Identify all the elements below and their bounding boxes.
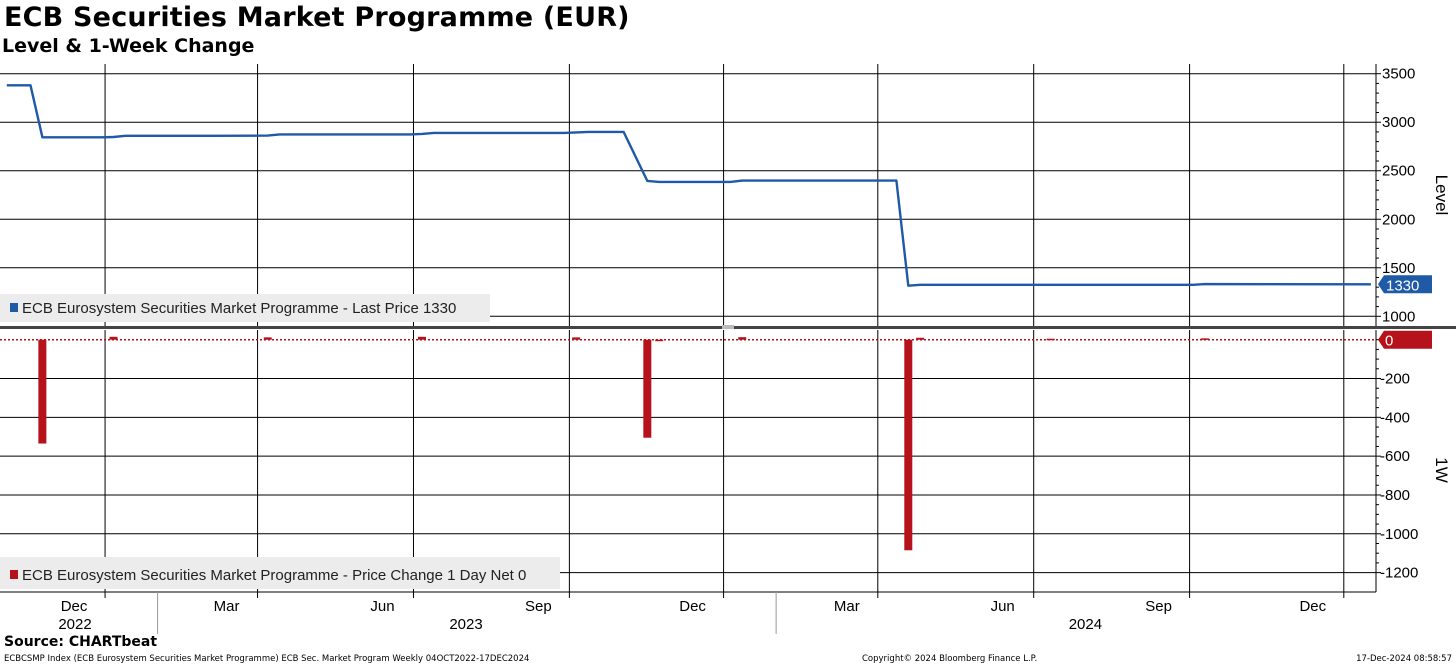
y-tick-label-bottom: -400 [1380, 409, 1410, 426]
x-tick-label: Dec [1299, 598, 1326, 615]
y-tick-label-bottom: -600 [1380, 448, 1410, 465]
change-bar [417, 336, 426, 340]
legend-box-change [0, 557, 560, 589]
x-tick-label: Jun [991, 598, 1015, 615]
y-tick-label-top: 1500 [1382, 260, 1415, 277]
bottom-panel-grid [0, 330, 1376, 592]
y-axis-title-change: 1W [1432, 457, 1451, 483]
x-tick-label: Sep [525, 598, 552, 615]
change-bars [38, 336, 1209, 551]
y-tick-label-bottom: -200 [1380, 371, 1410, 388]
top-panel-grid [0, 64, 1376, 326]
footer-description: ECBCSMP Index (ECB Eurosystem Securities… [4, 654, 530, 664]
change-bar [643, 339, 652, 438]
y-tick-label-bottom: -800 [1380, 487, 1410, 504]
legends: ECB Eurosystem Securities Market Program… [0, 294, 560, 589]
change-bar [38, 339, 47, 444]
y-tick-label-top: 3500 [1382, 66, 1415, 83]
change-bar [904, 339, 913, 551]
change-bar [1046, 338, 1055, 341]
y-tick-label-top: 2000 [1382, 211, 1415, 228]
year-label: 2022 [58, 616, 91, 633]
change-bar [655, 339, 664, 342]
change-bar [1200, 338, 1209, 340]
y-tick-label-top: 1000 [1382, 308, 1415, 325]
chart-title: ECB Securities Market Programme (EUR) [4, 2, 630, 33]
footer-copyright: Copyright© 2024 Bloomberg Finance L.P. [862, 654, 1038, 664]
legend-text-change: ECB Eurosystem Securities Market Program… [22, 567, 526, 584]
x-tick-label: Dec [679, 598, 706, 615]
x-tick-label: Mar [214, 598, 240, 615]
y-tick-label-top: 2500 [1382, 163, 1415, 180]
y-tick-label-bottom: -1000 [1380, 526, 1418, 543]
legend-swatch-level [10, 303, 18, 312]
change-bar [916, 337, 925, 340]
last-value-label-change: 0 [1385, 333, 1393, 350]
x-tick-label: Sep [1145, 598, 1172, 615]
last-value-badge-level [1378, 275, 1432, 294]
x-tick-label: Mar [834, 598, 860, 615]
level-series-line [6, 84, 1371, 287]
x-tick-label: Dec [61, 598, 88, 615]
chart-subtitle: Level & 1-Week Change [2, 35, 255, 57]
year-label: 2024 [1069, 616, 1102, 633]
x-tick-label: Jun [370, 598, 394, 615]
source-note: Source: CHARTbeat [4, 634, 158, 650]
change-bar [738, 337, 747, 340]
y-axis-title-level: Level [1432, 175, 1451, 216]
footer-timestamp: 17-Dec-2024 08:58:57 [1356, 654, 1452, 664]
last-value-badge-change [1378, 330, 1432, 349]
change-bar [109, 336, 118, 340]
legend-text-level: ECB Eurosystem Securities Market Program… [22, 300, 456, 317]
change-bar [263, 337, 272, 340]
last-value-label-level: 1330 [1386, 277, 1419, 294]
axes: Dec Mar Jun Sep Dec Mar Jun Sep Dec 1000 1500 2000 2… [0, 64, 1456, 634]
y-tick-label-bottom: -1200 [1380, 565, 1418, 582]
year-label: 2023 [449, 616, 482, 633]
level-line [6, 84, 1371, 287]
y-tick-label-top: 3000 [1382, 114, 1415, 131]
legend-box-level [0, 294, 490, 322]
panel-divider-handle [722, 325, 734, 329]
change-bar [572, 337, 581, 340]
legend-swatch-change [10, 570, 18, 579]
